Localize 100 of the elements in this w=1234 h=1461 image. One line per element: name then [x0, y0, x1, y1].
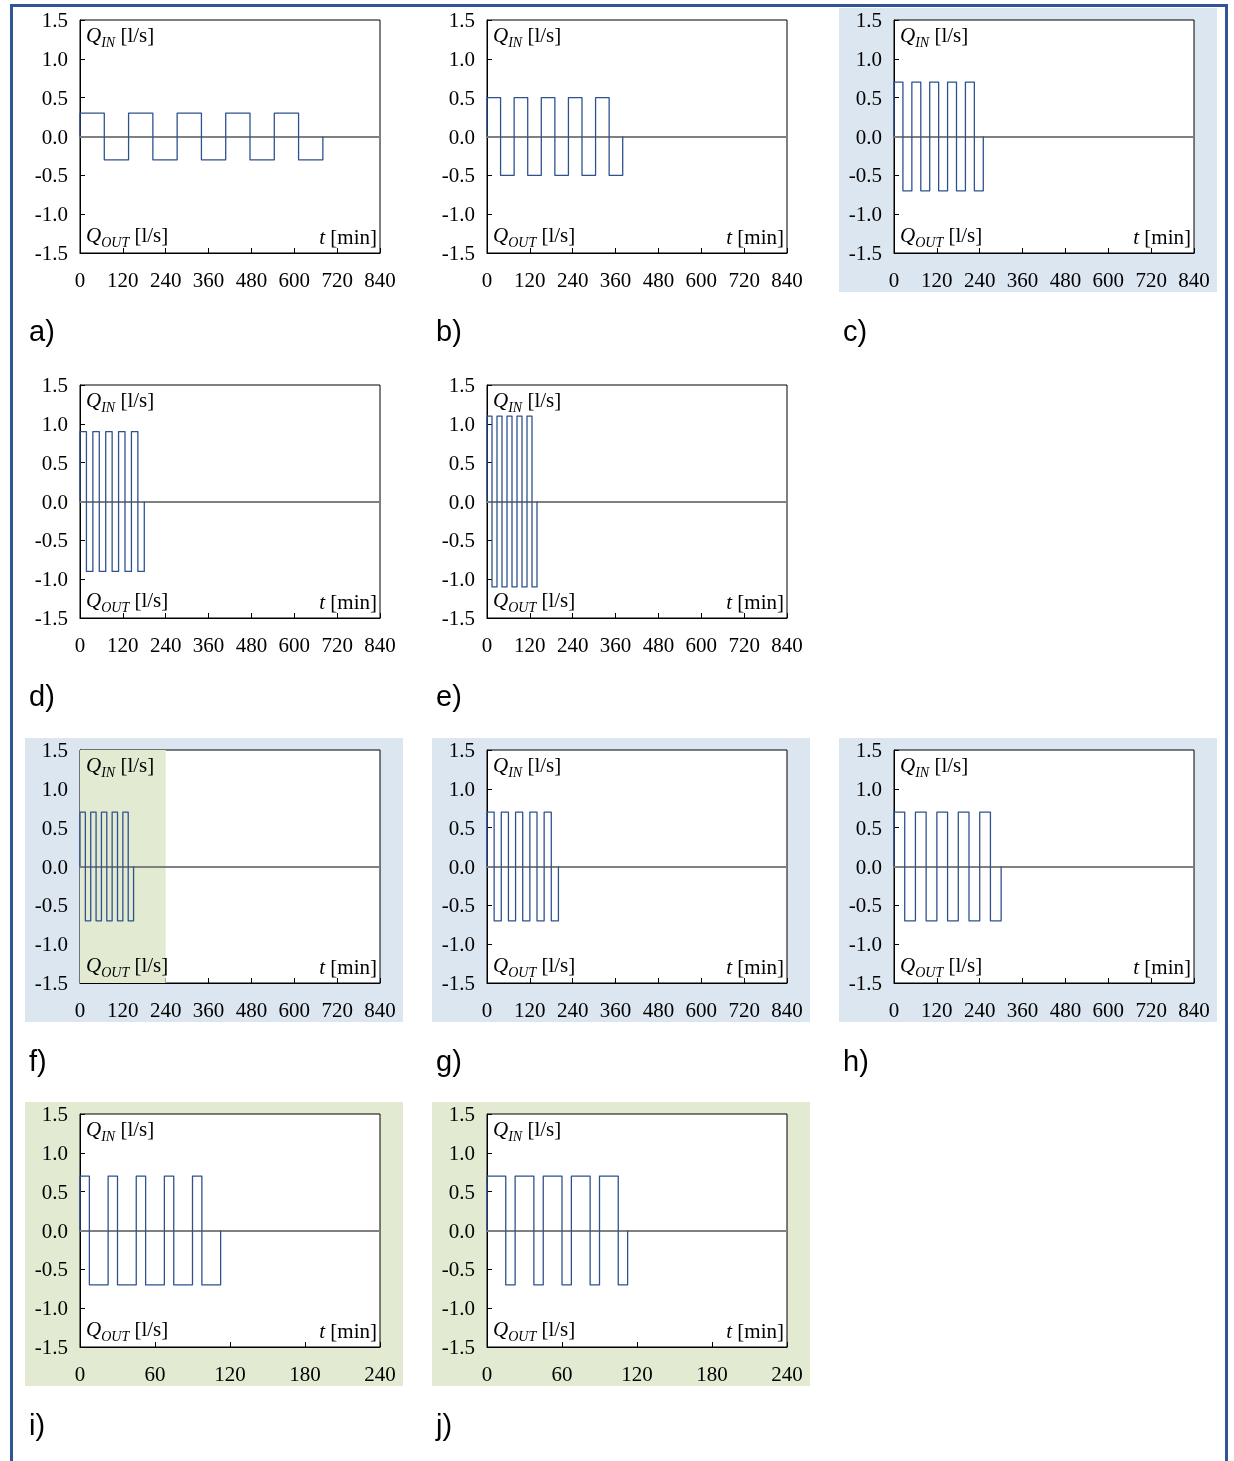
y-tick-label: -1.5 [441, 241, 475, 265]
x-tick-label: 240 [556, 267, 589, 292]
text: j) [435, 1408, 453, 1441]
x-tick-label: 0 [481, 632, 493, 657]
y-tick-label: -0.5 [848, 893, 882, 918]
y-tick-label: 1.0 [41, 46, 68, 71]
y-tick-label: -1.5 [34, 1335, 68, 1359]
x-tick-label: 240 [364, 1361, 396, 1386]
x-tick-label: 840 [771, 632, 803, 657]
x-tick-label: 180 [289, 1361, 321, 1386]
y-tick-label: 0.0 [448, 489, 475, 514]
y-tick-label: 0.5 [855, 85, 882, 110]
text: d) [29, 679, 55, 712]
y-tick-label: 0.5 [448, 1179, 475, 1204]
y-tick-label: -1.0 [441, 932, 475, 957]
x-tick-label: 840 [364, 267, 396, 292]
y-tick-label: -1.0 [34, 202, 68, 227]
annotation: Q$_{IN}$ [l/s] [493, 23, 562, 53]
x-tick-label: 720 [1135, 267, 1167, 292]
x-tick-label: 240 [149, 632, 182, 657]
x-tick-label: 0 [74, 632, 86, 657]
x-tick-label: 840 [771, 267, 803, 292]
y-tick-label: 0.0 [41, 124, 68, 149]
y-tick-label: 0.0 [41, 1218, 68, 1243]
y-tick-label: 0.0 [855, 124, 882, 149]
x-tick-label: 0 [74, 267, 86, 292]
x-tick-label: 480 [235, 632, 268, 657]
y-tick-label: -1.5 [441, 606, 475, 630]
x-axis-title: t [min] [726, 225, 784, 249]
x-axis-title: t [min] [726, 590, 784, 614]
annotation: Q$_{OUT}$ [l/s] [86, 953, 169, 983]
y-tick-label: 1.0 [448, 776, 475, 801]
y-tick-label: -1.5 [34, 241, 68, 265]
y-tick-label: 0.5 [448, 815, 475, 840]
x-tick-label: 60 [551, 1361, 573, 1386]
annotation: Q$_{OUT}$ [l/s] [493, 223, 576, 253]
y-tick-label: 1.5 [448, 1102, 475, 1126]
x-tick-label: 600 [685, 997, 718, 1022]
x-axis-title: t [min] [1133, 955, 1191, 979]
x-tick-label: 120 [107, 267, 139, 292]
x-tick-label: 600 [685, 632, 718, 657]
x-tick-label: 240 [556, 997, 589, 1022]
text: f) [29, 1044, 47, 1077]
y-tick-label: -0.5 [34, 1257, 68, 1282]
y-tick-label: 1.0 [448, 1140, 475, 1165]
x-tick-label: 360 [192, 632, 225, 657]
annotation: Q$_{IN}$ [l/s] [86, 23, 155, 53]
x-tick-label: 600 [278, 997, 311, 1022]
annotation: Q$_{OUT}$ [l/s] [493, 588, 576, 618]
x-tick-label: 360 [192, 267, 225, 292]
y-tick-label: -1.5 [848, 971, 882, 995]
y-tick-label: 1.0 [855, 776, 882, 801]
y-tick-label: -1.0 [34, 932, 68, 957]
y-tick-label: -0.5 [848, 163, 882, 188]
y-tick-label: 0.0 [855, 854, 882, 879]
x-axis-title: t [min] [319, 590, 377, 614]
y-tick-label: 0.5 [448, 85, 475, 110]
x-tick-label: 360 [1006, 997, 1039, 1022]
x-tick-label: 360 [599, 267, 632, 292]
x-tick-label: 840 [1178, 267, 1210, 292]
y-tick-label: -0.5 [34, 893, 68, 918]
x-tick-label: 120 [107, 632, 139, 657]
annotation: Q$_{IN}$ [l/s] [900, 23, 969, 53]
y-tick-label: 0.0 [41, 854, 68, 879]
y-tick-label: 0.5 [855, 815, 882, 840]
x-tick-label: 360 [599, 997, 632, 1022]
x-axis-title: t [min] [319, 1319, 377, 1343]
x-tick-label: 480 [1049, 267, 1082, 292]
text: g) [436, 1044, 462, 1077]
y-tick-label: 1.5 [448, 738, 475, 762]
x-tick-label: 720 [321, 632, 353, 657]
y-tick-label: -1.0 [848, 932, 882, 957]
x-tick-label: 60 [144, 1361, 166, 1386]
y-tick-label: 0.0 [41, 489, 68, 514]
x-tick-label: 600 [1092, 997, 1125, 1022]
y-tick-label: -1.5 [848, 241, 882, 265]
annotation: Q$_{OUT}$ [l/s] [86, 223, 169, 253]
x-tick-label: 840 [364, 632, 396, 657]
text: c) [843, 314, 868, 347]
annotation: Q$_{OUT}$ [l/s] [900, 953, 983, 983]
x-tick-label: 480 [642, 267, 675, 292]
y-tick-label: -1.0 [441, 202, 475, 227]
x-tick-label: 600 [278, 632, 311, 657]
x-tick-label: 240 [771, 1361, 803, 1386]
y-tick-label: -1.0 [34, 567, 68, 592]
y-tick-label: 0.0 [448, 854, 475, 879]
x-tick-label: 720 [321, 997, 353, 1022]
y-tick-label: 1.0 [41, 776, 68, 801]
y-tick-label: 0.0 [448, 124, 475, 149]
x-tick-label: 720 [728, 632, 760, 657]
x-tick-label: 840 [364, 997, 396, 1022]
x-tick-label: 240 [556, 632, 589, 657]
y-tick-label: 0.5 [41, 85, 68, 110]
x-tick-label: 120 [107, 997, 139, 1022]
x-tick-label: 120 [921, 997, 953, 1022]
x-tick-label: 240 [149, 267, 182, 292]
y-tick-label: 0.5 [448, 450, 475, 475]
y-tick-label: -1.0 [441, 567, 475, 592]
x-axis-title: t [min] [319, 225, 377, 249]
y-tick-label: -1.0 [441, 1296, 475, 1321]
